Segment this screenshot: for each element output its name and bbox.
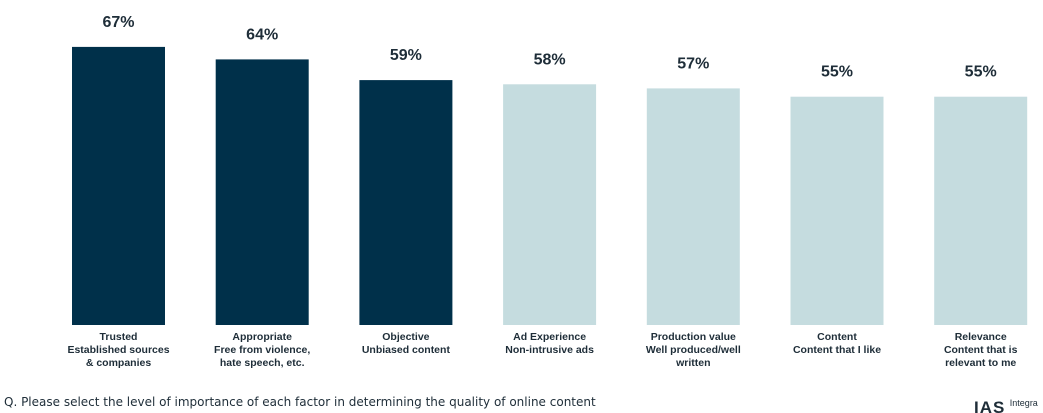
ias-logo: IAS Integra (974, 398, 1038, 413)
category-title: Ad Experience (513, 331, 587, 343)
category-label-1: Trusted Established sources & companies (54, 331, 184, 370)
bar-7 (934, 96, 1028, 325)
category-title: Relevance (954, 331, 1007, 343)
bar-1 (72, 46, 165, 326)
category-description: Established sources (67, 344, 170, 356)
category-description: hate speech, etc. (219, 357, 305, 369)
category-label-6: Content Content that I like (772, 331, 902, 357)
category-title: Objective (382, 331, 430, 343)
category-description: Free from violence, (214, 344, 311, 356)
category-title: Content (817, 331, 857, 343)
category-title: Appropriate (232, 331, 292, 343)
category-label-5: Production value Well produced/well writte… (628, 331, 758, 370)
category-label-3: Objective Unbiased content (341, 331, 471, 357)
category-description: Unbiased content (361, 344, 450, 356)
logo-mark: IAS (974, 398, 1006, 413)
bar-value-label-5: 57% (677, 55, 709, 72)
bar-value-label-2: 64% (246, 26, 278, 43)
category-description: Content that I like (792, 344, 882, 356)
category-description: relevant to me (945, 357, 1017, 369)
bar-6 (790, 96, 884, 325)
bar-value-label-1: 67% (102, 14, 134, 31)
bar-5 (646, 88, 740, 326)
category-title: Trusted (99, 331, 138, 343)
category-label-2: Appropriate Free from violence, hate speec… (197, 331, 327, 370)
category-label-4: Ad Experience Non-intrusive ads (485, 331, 615, 357)
bar-2 (215, 59, 309, 326)
category-description: Non-intrusive ads (505, 344, 594, 356)
category-label-7: Relevance Content that is relevant to me (916, 331, 1043, 370)
bar-value-label-3: 59% (390, 47, 422, 64)
bar-3 (359, 80, 453, 325)
category-description: Well produced/well (645, 344, 741, 356)
category-description: Content that is (943, 344, 1018, 356)
survey-question-footnote: Q. Please select the level of importance… (4, 395, 596, 409)
logo-wordmark: Integra (1009, 398, 1038, 408)
bar-value-label-6: 55% (821, 64, 853, 81)
bar-value-label-7: 55% (965, 64, 997, 81)
bar-4 (503, 84, 597, 325)
category-title: Production value (650, 331, 736, 343)
category-description: & companies (85, 357, 152, 369)
bar-value-label-4: 58% (534, 51, 566, 68)
category-description: written (676, 357, 711, 369)
